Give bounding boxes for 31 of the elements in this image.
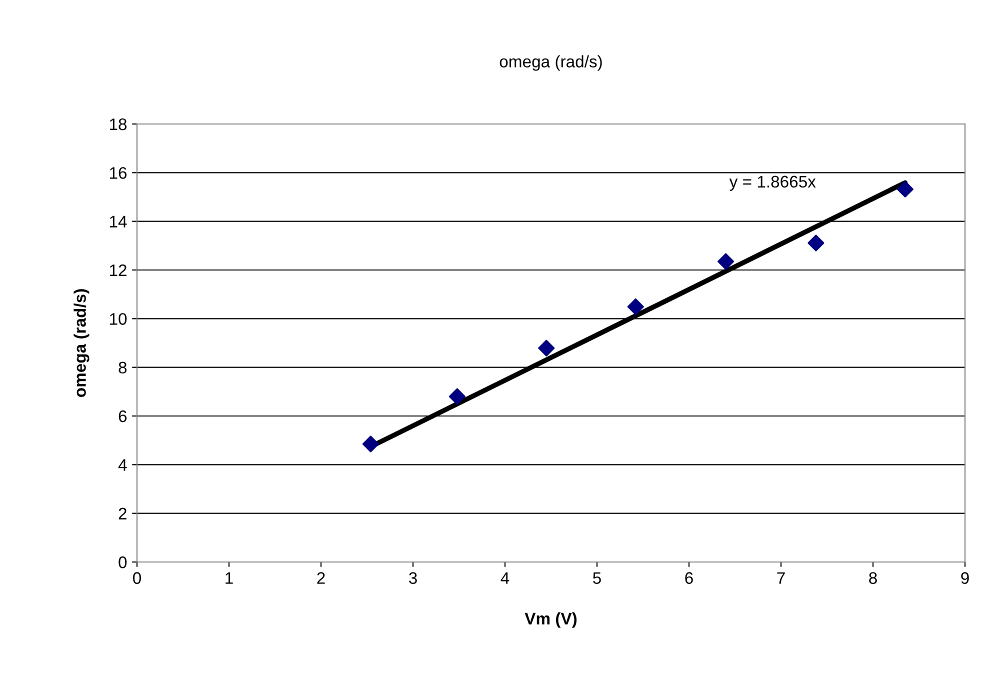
- y-axis-title: omega (rad/s): [74, 289, 90, 397]
- point: [627, 298, 644, 316]
- x-tick-label: 8: [869, 572, 877, 584]
- y-tick-label: 0: [118, 556, 127, 568]
- x-tick-label: 3: [409, 572, 417, 584]
- y-tick-label: 16: [110, 167, 127, 179]
- point: [808, 234, 824, 252]
- y-tick-label: 2: [118, 508, 126, 520]
- x-tick-label: 4: [500, 572, 510, 584]
- y-tick-label: 18: [110, 118, 127, 130]
- point: [538, 340, 555, 356]
- x-axis-title: Vm (V): [524, 612, 577, 628]
- y-tick-label: 6: [118, 410, 127, 422]
- y-tick-label: 12: [110, 264, 126, 276]
- y-tick-label: 8: [118, 362, 127, 374]
- x-tick-label: 9: [961, 572, 969, 584]
- point: [362, 436, 379, 452]
- x-tick-label: 7: [777, 572, 785, 584]
- point: [448, 388, 466, 405]
- x-tick-label: 2: [317, 572, 325, 584]
- y-tick-label: 4: [118, 459, 127, 471]
- point: [896, 180, 914, 198]
- x-tick-label: 1: [226, 572, 233, 584]
- y-tick-label: 14: [110, 216, 127, 228]
- x-tick-label: 6: [685, 572, 693, 584]
- x-tick-label: 0: [133, 572, 141, 584]
- y-tick-label: 10: [110, 313, 127, 325]
- x-tick-label: 5: [593, 572, 601, 584]
- chart-title: omega (rad/s): [500, 55, 602, 71]
- annotation: y = 1.8665x: [729, 176, 816, 191]
- point: [718, 253, 734, 270]
